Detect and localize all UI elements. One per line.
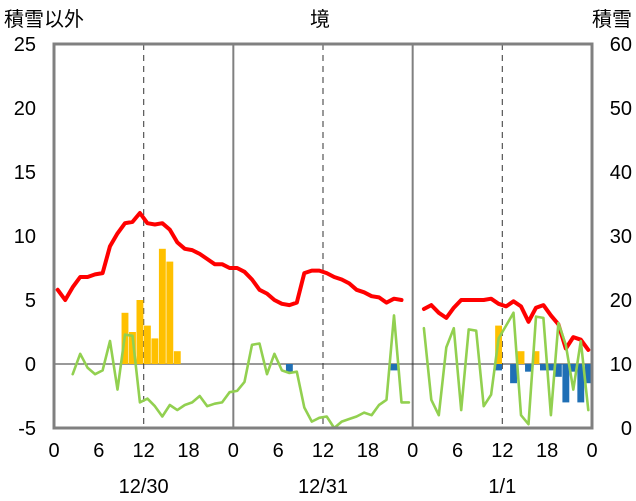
snow_change-bar bbox=[495, 364, 503, 371]
snow_change-bar bbox=[547, 364, 555, 371]
precipitation-bar bbox=[532, 351, 540, 364]
snow_change-bar bbox=[285, 364, 293, 372]
snow_change-bar bbox=[569, 364, 577, 372]
precipitation-bar bbox=[136, 300, 144, 364]
snow_change-bar bbox=[525, 364, 532, 372]
x-tick-label: 0 bbox=[228, 440, 239, 462]
header-left-label: 積雪以外 bbox=[4, 7, 84, 31]
precipitation-bar bbox=[173, 351, 181, 364]
x-tick-label: 0 bbox=[407, 440, 418, 462]
y-tick-label-right: 0 bbox=[621, 418, 632, 440]
y-tick-label-left: 5 bbox=[25, 290, 36, 312]
snow_change-bar bbox=[539, 364, 547, 371]
y-tick-label-left: 15 bbox=[14, 162, 36, 184]
snow_change-bar bbox=[577, 364, 585, 403]
snow_change-bar bbox=[584, 364, 592, 384]
humidity_or_other-line bbox=[71, 314, 411, 430]
snow_change-bar bbox=[390, 364, 398, 371]
y-tick-label-right: 10 bbox=[610, 354, 632, 376]
y-tick-label-right: 60 bbox=[610, 34, 632, 56]
temperature-line bbox=[55, 211, 404, 308]
precipitation-bar bbox=[143, 325, 151, 364]
precipitation-bar bbox=[517, 351, 525, 364]
y-tick-label-right: 30 bbox=[610, 226, 632, 248]
snow_change-bar bbox=[554, 364, 562, 377]
x-tick-label: 12 bbox=[312, 440, 334, 462]
precipitation-bar bbox=[129, 332, 136, 364]
x-tick-label: 18 bbox=[536, 440, 558, 462]
x-tick-label: 0 bbox=[586, 440, 597, 462]
precipitation-bar bbox=[166, 261, 174, 364]
y-tick-label-left: -5 bbox=[18, 418, 36, 440]
x-tick-label: 12 bbox=[491, 440, 513, 462]
date-label: 12/30 bbox=[119, 476, 169, 498]
x-tick-label: 18 bbox=[177, 440, 199, 462]
x-tick-label: 6 bbox=[452, 440, 463, 462]
header-center-label: 境 bbox=[310, 7, 330, 31]
x-tick-label: 18 bbox=[357, 440, 379, 462]
x-tick-label: 6 bbox=[273, 440, 284, 462]
plot-frame bbox=[52, 42, 594, 430]
date-label: 12/31 bbox=[298, 476, 348, 498]
y-tick-label-right: 20 bbox=[610, 290, 632, 312]
snow_change-bar bbox=[510, 364, 517, 384]
x-tick-label: 0 bbox=[48, 440, 59, 462]
y-tick-label-left: 10 bbox=[14, 226, 36, 248]
y-tick-label-left: 0 bbox=[25, 354, 36, 376]
precipitation-bar bbox=[158, 248, 166, 364]
snow_change-bar bbox=[562, 364, 570, 403]
date-label: 1/1 bbox=[488, 476, 516, 498]
humidity_or_other-line bbox=[422, 311, 590, 426]
y-tick-label-left: 20 bbox=[14, 98, 36, 120]
x-tick-label: 6 bbox=[93, 440, 104, 462]
x-tick-label: 12 bbox=[133, 440, 155, 462]
header-right-label: 積雪 bbox=[592, 7, 632, 31]
y-tick-label-left: 25 bbox=[14, 34, 36, 56]
y-tick-label-right: 50 bbox=[610, 98, 632, 120]
y-tick-label-right: 40 bbox=[610, 162, 632, 184]
precipitation-bar bbox=[151, 338, 159, 364]
